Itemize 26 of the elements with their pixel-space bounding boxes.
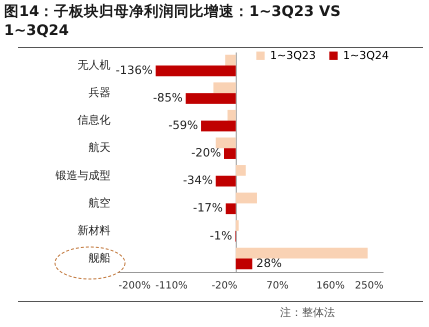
data-label: -20% (191, 146, 222, 160)
x-tick-label: -110% (155, 280, 188, 292)
data-label: -85% (153, 90, 183, 104)
x-tick-label: 160% (316, 280, 345, 292)
x-tick-label: -20% (212, 280, 238, 292)
text: 注：整体法 (280, 305, 335, 320)
data-label: -34% (183, 173, 213, 188)
legend-label: 1~3Q23 (270, 48, 316, 62)
data-label: -59% (168, 118, 198, 132)
y-tick-label: 新材料 (78, 224, 110, 237)
chart-title: 图14：子板块归母净利润同比增速：1~3Q23 VS 1~3Q24 (4, 3, 342, 41)
legend-label: 1~3Q24 (343, 48, 389, 62)
y-tick-label: 信息化 (78, 114, 110, 127)
y-tick-label: 舰船 (88, 251, 110, 264)
data-label: -17% (193, 200, 223, 215)
x-tick-label: 70% (266, 280, 289, 292)
y-tick-label: 无人机 (78, 58, 110, 72)
y-tick-label: 航天 (88, 141, 110, 154)
y-tick-label: 航空 (88, 196, 110, 210)
data-label: -136% (116, 62, 153, 77)
y-tick-label: 兵器 (88, 86, 110, 100)
data-label: 28% (256, 256, 282, 270)
x-tick-label: 250% (354, 280, 384, 292)
x-tick-label: -200% (118, 280, 151, 292)
data-label: -1% (210, 228, 232, 242)
y-tick-label: 锻造与成型 (54, 168, 110, 182)
